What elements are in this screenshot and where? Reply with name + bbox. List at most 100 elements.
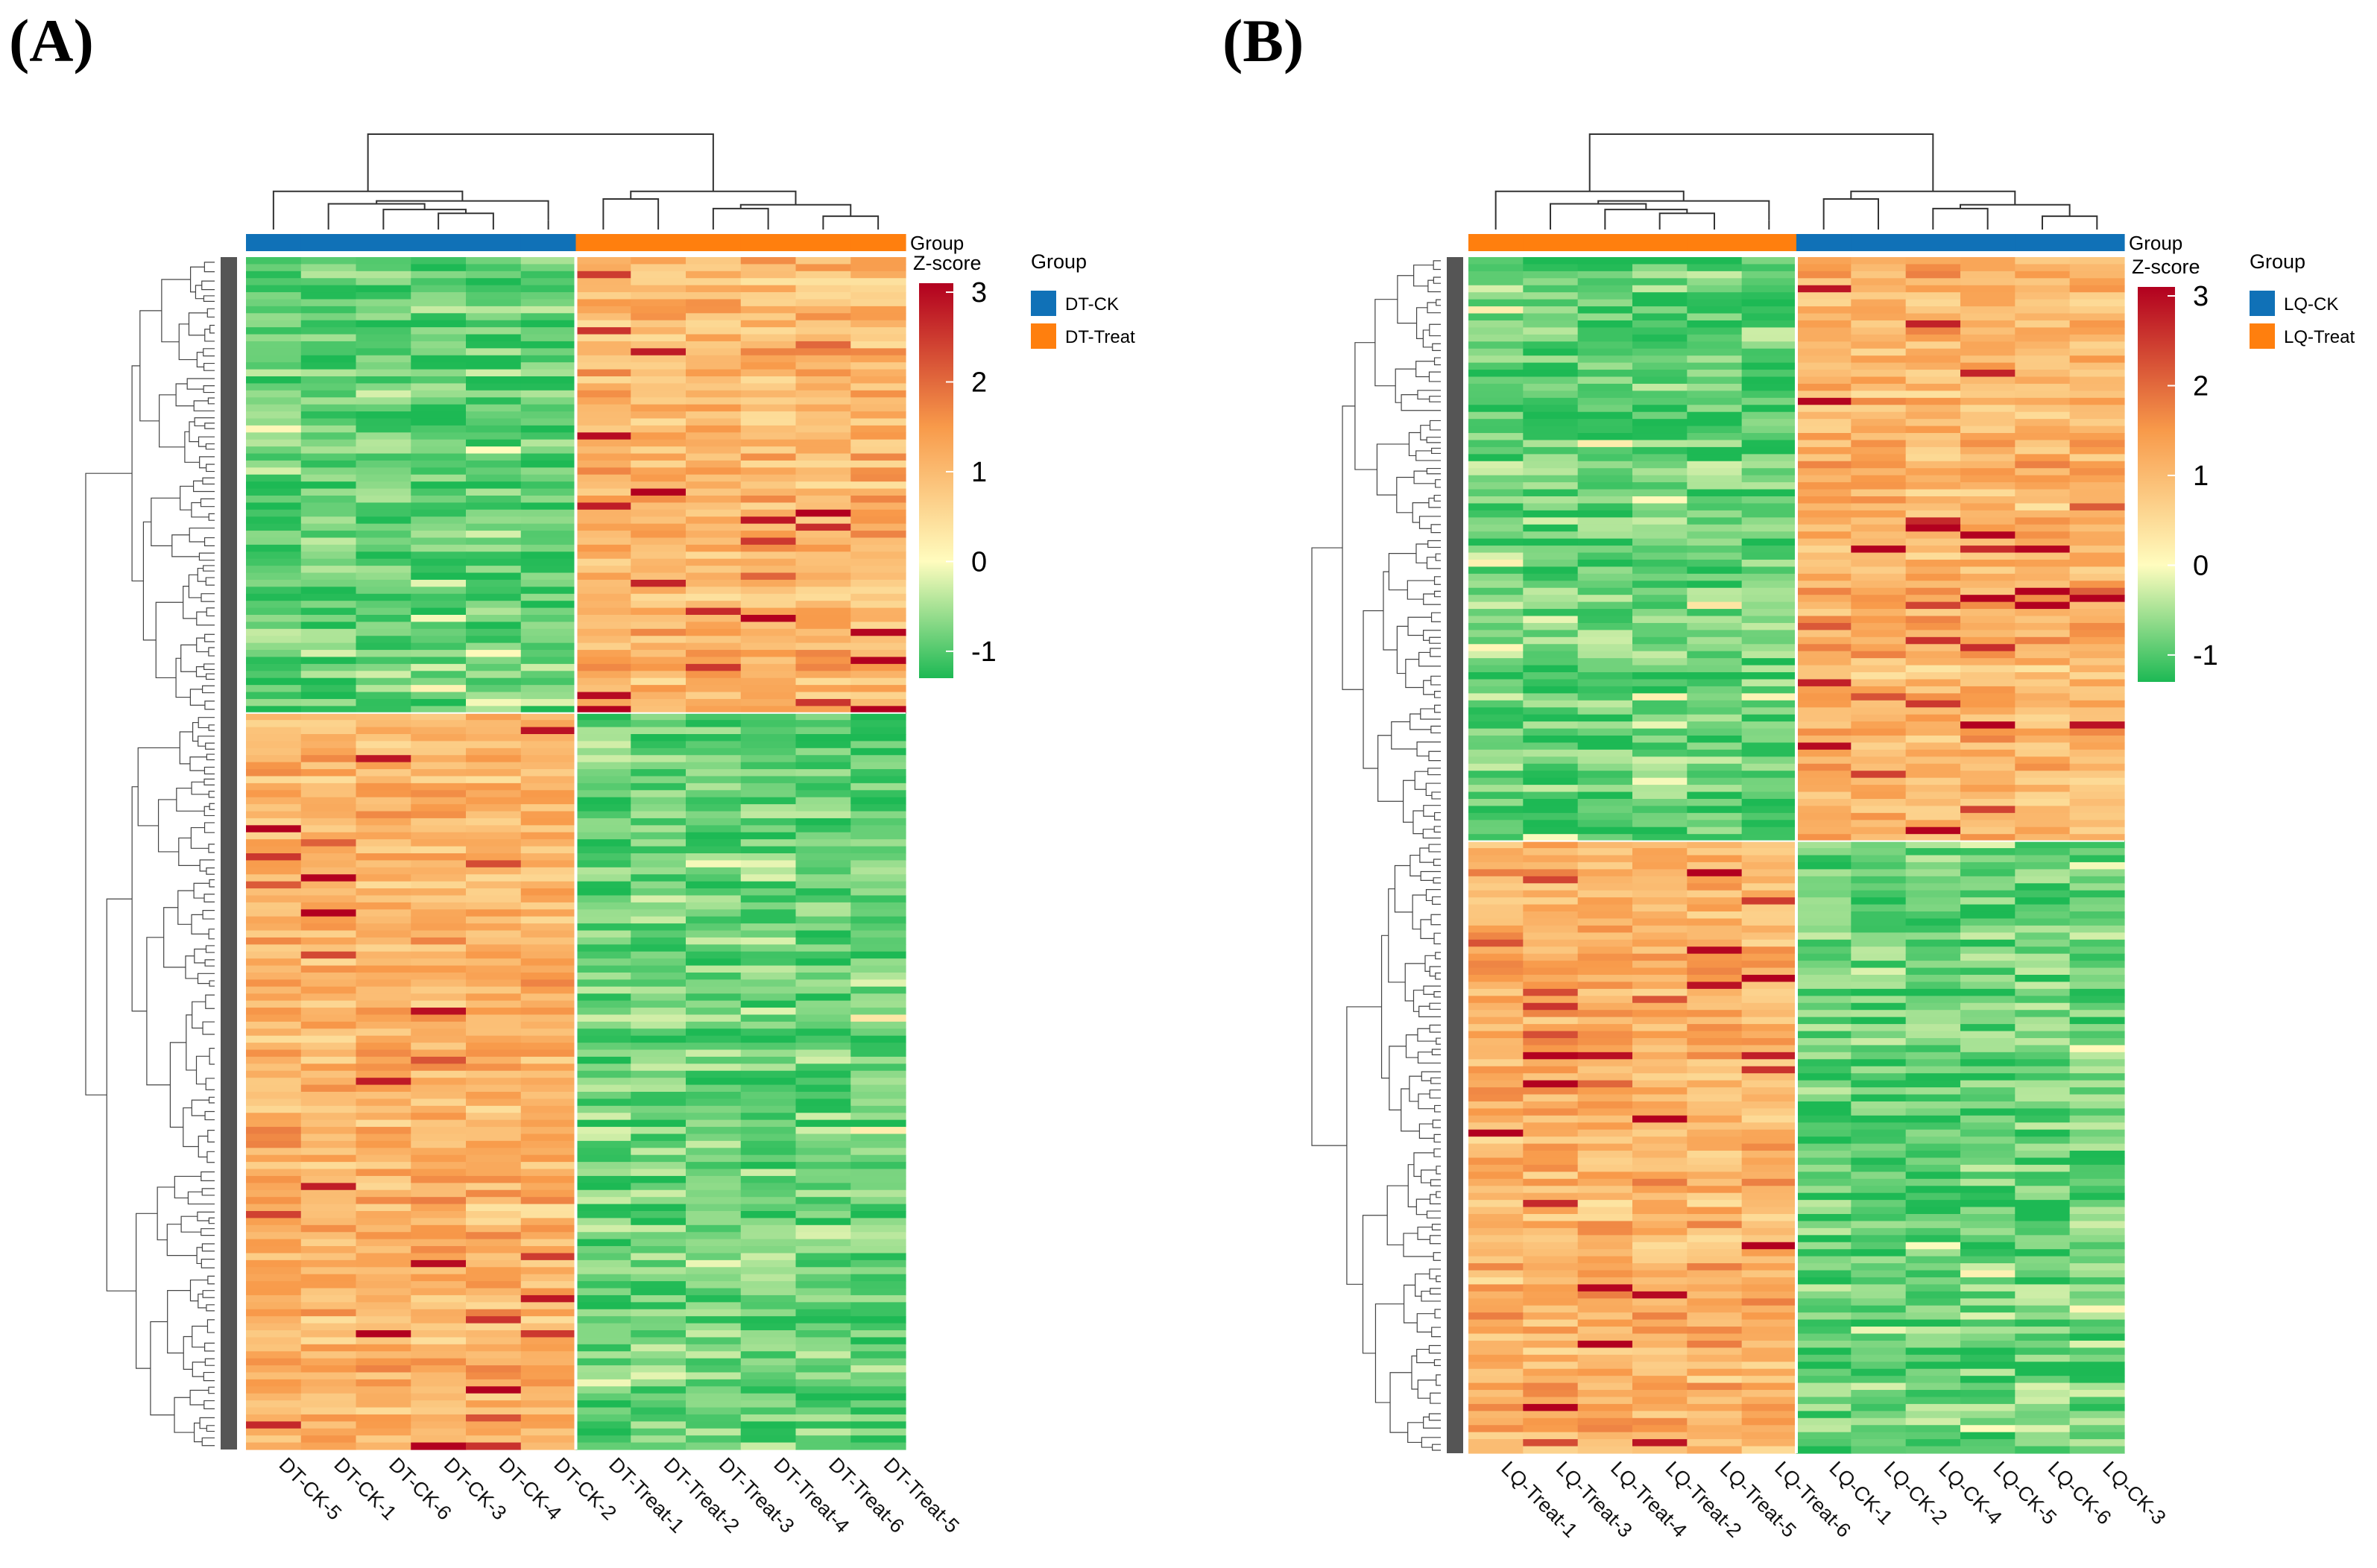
heatmap-cell <box>1468 1390 1524 1398</box>
dendrogram-link <box>1494 190 1685 230</box>
heatmap-cell <box>1960 278 2015 286</box>
heatmap-cell <box>1523 1186 1579 1194</box>
heatmap-cell <box>1796 446 1852 455</box>
heatmap-cell <box>2069 1382 2125 1391</box>
heatmap-cell <box>2015 1291 2071 1299</box>
heatmap-cell <box>686 1183 742 1191</box>
heatmap-cell <box>466 558 522 566</box>
heatmap-cell <box>1687 581 1743 589</box>
heatmap-cell <box>520 1204 577 1212</box>
dendrogram-link <box>1432 343 1441 351</box>
heatmap-cell <box>850 488 906 496</box>
heatmap-cell <box>1687 721 1743 730</box>
heatmap-cell <box>356 1197 411 1205</box>
heatmap-cell <box>631 1393 686 1401</box>
heatmap-cell <box>850 537 906 546</box>
heatmap-cell <box>1687 1200 1743 1208</box>
heatmap-cell <box>795 1028 851 1037</box>
heatmap-cell <box>1468 644 1524 652</box>
heatmap-cell <box>356 341 411 349</box>
group-bar-segment <box>1741 234 1797 251</box>
heatmap-cell <box>246 965 302 973</box>
heatmap-cell <box>246 1267 302 1275</box>
heatmap-cell <box>1577 855 1633 863</box>
heatmap-cell <box>2069 820 2125 828</box>
heatmap-cell <box>411 1063 467 1072</box>
heatmap-cell <box>520 1175 577 1183</box>
heatmap-cell <box>1632 1037 1688 1046</box>
heatmap-cell <box>411 1056 467 1064</box>
heatmap-cell <box>1632 313 1688 321</box>
heatmap-cell <box>356 1379 411 1387</box>
heatmap-cell <box>1687 503 1743 511</box>
heatmap-cell <box>2015 1186 2071 1194</box>
heatmap-cell <box>631 593 686 601</box>
heatmap-cell <box>1905 1319 1961 1327</box>
heatmap-cell <box>575 657 631 665</box>
heatmap-cell <box>300 741 357 749</box>
heatmap-cell <box>686 1337 742 1345</box>
heatmap-cell <box>1796 1249 1852 1257</box>
heatmap-cell <box>1632 841 1688 849</box>
heatmap-cell <box>1796 1094 1852 1102</box>
heatmap-cell <box>1687 1221 1743 1229</box>
heatmap-cell <box>520 951 577 959</box>
heatmap-cell <box>1905 1270 1961 1278</box>
heatmap-cell <box>1523 1439 1579 1447</box>
heatmap-cell <box>1632 785 1688 793</box>
heatmap-cell <box>1796 327 1852 335</box>
heatmap-cell <box>2015 426 2071 434</box>
heatmap-cell <box>246 1302 302 1310</box>
heatmap-cell <box>411 818 467 826</box>
heatmap-cell <box>795 1232 851 1240</box>
heatmap-cell <box>795 755 851 763</box>
heatmap-cell <box>795 334 851 342</box>
group-bar-segment <box>1468 234 1524 251</box>
heatmap-cell <box>411 439 467 447</box>
heatmap-cell <box>1577 461 1633 469</box>
heatmap-cell <box>246 551 302 560</box>
heatmap-cell <box>1905 1024 1961 1032</box>
heatmap-cell <box>631 1070 686 1078</box>
heatmap-cell <box>1577 355 1633 364</box>
heatmap-cell <box>1687 841 1743 849</box>
heatmap-cell <box>520 404 577 412</box>
heatmap-cell <box>300 895 357 903</box>
heatmap-cell <box>686 1049 742 1058</box>
heatmap-cell <box>631 642 686 651</box>
heatmap-cell <box>1796 1403 1852 1411</box>
heatmap-cell <box>246 257 302 265</box>
heatmap-cell <box>1577 1010 1633 1018</box>
heatmap-cell <box>1687 306 1743 314</box>
group-bar-segment <box>795 234 851 251</box>
heatmap-cell <box>740 986 797 994</box>
heatmap-cell <box>520 1218 577 1226</box>
heatmap-cell <box>575 1162 631 1170</box>
dendrogram-link <box>1418 516 1441 529</box>
heatmap-cell <box>2015 1439 2071 1447</box>
heatmap-cell <box>2069 1446 2125 1454</box>
heatmap-cell <box>1523 1291 1579 1299</box>
heatmap-cell <box>631 1330 686 1338</box>
heatmap-cell <box>2015 665 2071 673</box>
heatmap-cell <box>1796 1312 1852 1321</box>
heatmap-cell <box>631 446 686 455</box>
heatmap-cell <box>1577 320 1633 329</box>
heatmap-cell <box>1960 939 2015 947</box>
dendrogram-link <box>209 1048 215 1065</box>
heatmap-cell <box>575 439 631 447</box>
heatmap-cell <box>1687 1115 1743 1123</box>
heatmap-cell <box>2069 1024 2125 1032</box>
heatmap-cell <box>2069 376 2125 385</box>
heatmap-cell <box>1741 271 1797 279</box>
heatmap-cell <box>1851 405 1907 413</box>
heatmap-cell <box>1523 826 1579 835</box>
heatmap-cell <box>1905 806 1961 814</box>
heatmap-cell <box>795 1218 851 1226</box>
heatmap-cell <box>740 523 797 531</box>
heatmap-cell <box>411 467 467 475</box>
dendrogram-link <box>188 574 202 598</box>
heatmap-cell <box>1523 573 1579 581</box>
dendrogram-link <box>198 552 215 561</box>
heatmap-cell <box>356 1043 411 1051</box>
